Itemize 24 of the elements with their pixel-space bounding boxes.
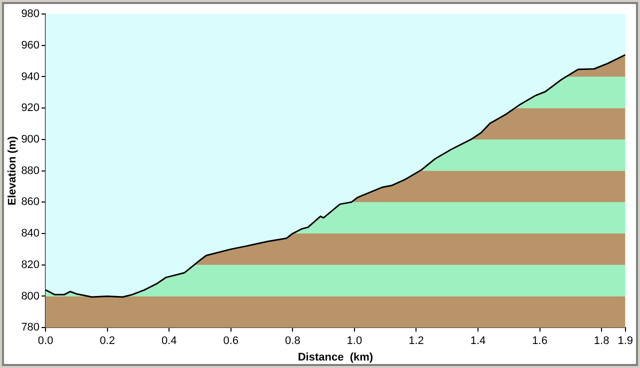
- y-tick-label: 840: [21, 228, 40, 240]
- x-tick-label: 1.9: [618, 335, 634, 348]
- y-tick-label: 960: [21, 39, 40, 52]
- x-tick-label: 1.2: [408, 335, 424, 348]
- x-tick-label: 0.6: [223, 335, 239, 348]
- y-tick-label: 800: [21, 290, 40, 302]
- y-tick-label: 900: [21, 133, 40, 146]
- x-tick-label: 1.4: [470, 335, 486, 348]
- x-tick-label: 0.2: [100, 335, 115, 348]
- y-tick-label: 880: [21, 164, 40, 177]
- y-tick-label: 980: [21, 8, 40, 20]
- x-axis-title: Distance (km): [298, 351, 374, 364]
- y-tick-label: 940: [21, 70, 40, 83]
- x-tick-label: 0.0: [38, 335, 54, 348]
- y-axis-title: Elevation (m): [6, 136, 19, 206]
- y-tick-label: 780: [21, 322, 40, 334]
- x-tick-label: 1.6: [532, 335, 548, 348]
- y-tick-label: 860: [21, 196, 40, 208]
- x-tick-label: 1.0: [346, 335, 362, 348]
- x-tick-label: 0.4: [161, 335, 177, 348]
- x-tick-label: 0.8: [285, 335, 300, 348]
- x-tick-label: 1.8: [594, 335, 610, 348]
- y-tick-label: 920: [21, 102, 40, 114]
- y-tick-label: 820: [21, 258, 40, 271]
